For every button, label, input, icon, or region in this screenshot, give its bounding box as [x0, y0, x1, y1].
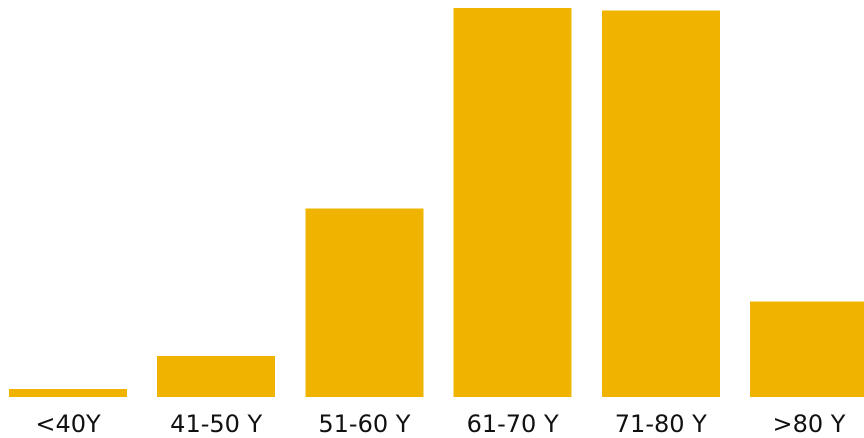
x-tick-label-2: 51-60 Y: [318, 410, 410, 438]
tick-labels-group: <40Y 41-50 Y 51-60 Y 61-70 Y 71-80 Y >80 Y: [35, 410, 845, 438]
x-tick-label-1: 41-50 Y: [170, 410, 262, 438]
bar-5: [750, 301, 864, 397]
x-tick-label-5: >80 Y: [773, 410, 846, 438]
bar-2: [305, 208, 424, 397]
bar-3: [453, 8, 572, 397]
bars-group: [9, 8, 864, 397]
bar-0: [9, 389, 127, 397]
bar-4: [601, 10, 720, 397]
bar-1: [157, 356, 276, 397]
x-tick-label-0: <40Y: [35, 410, 101, 438]
x-tick-label-4: 71-80 Y: [615, 410, 707, 438]
x-tick-label-3: 61-70 Y: [467, 410, 559, 438]
